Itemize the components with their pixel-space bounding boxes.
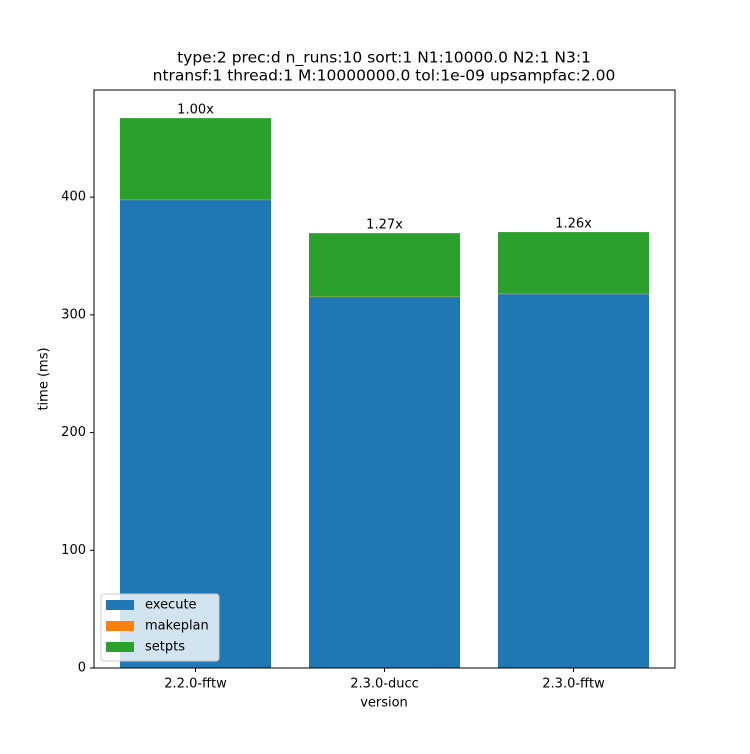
bar-segment bbox=[498, 294, 649, 668]
legend-label: setpts bbox=[145, 640, 185, 655]
y-tick-label: 100 bbox=[61, 543, 86, 558]
legend-swatch bbox=[106, 600, 134, 610]
legend-label: execute bbox=[145, 598, 197, 613]
y-tick-label: 300 bbox=[61, 307, 86, 322]
bar-label: 1.26x bbox=[555, 217, 592, 232]
legend-label: makeplan bbox=[145, 619, 209, 634]
y-tick-label: 400 bbox=[61, 190, 86, 205]
bar-segment bbox=[309, 297, 460, 668]
x-tick-label: 2.3.0-ducc bbox=[350, 677, 419, 692]
x-tick-label: 2.2.0-fftw bbox=[164, 677, 227, 692]
chart-title: ntransf:1 thread:1 M:10000000.0 tol:1e-0… bbox=[153, 67, 616, 85]
y-axis-label: time (ms) bbox=[37, 347, 52, 410]
y-tick-label: 0 bbox=[78, 661, 86, 676]
x-tick-label: 2.3.0-fftw bbox=[542, 677, 605, 692]
bar-label: 1.00x bbox=[177, 103, 214, 118]
bar-label: 1.27x bbox=[366, 218, 403, 233]
bar-segment bbox=[120, 118, 271, 200]
x-axis-label: version bbox=[360, 696, 408, 711]
legend-swatch bbox=[106, 621, 134, 631]
bar-segment bbox=[498, 232, 649, 294]
chart-title: type:2 prec:d n_runs:10 sort:1 N1:10000.… bbox=[177, 49, 591, 68]
bar-segment bbox=[309, 233, 460, 297]
legend-swatch bbox=[106, 642, 134, 652]
y-tick-label: 200 bbox=[61, 425, 86, 440]
